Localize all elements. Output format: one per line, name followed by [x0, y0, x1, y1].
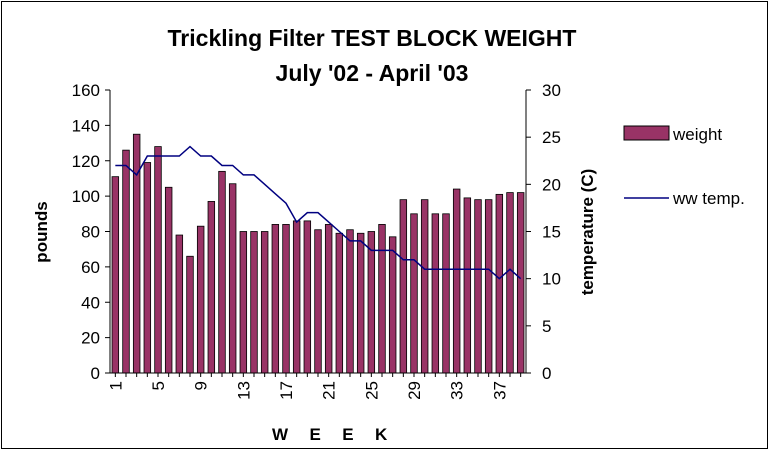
right-tick-label: 20 [542, 175, 561, 194]
bar-week-27 [388, 236, 397, 374]
x-tick-label: 5 [149, 381, 168, 390]
left-tick-label: 80 [81, 223, 100, 242]
x-axis-label: W E E K [272, 425, 391, 444]
bar-week-39 [516, 192, 525, 374]
x-tick-label: 37 [490, 381, 509, 400]
right-tick-label: 25 [542, 128, 561, 147]
bar-week-20 [314, 229, 322, 374]
left-tick-label: 20 [81, 329, 100, 348]
right-tick-label: 5 [542, 317, 551, 336]
left-tick-label: 60 [81, 258, 100, 277]
left-tick-label: 0 [91, 364, 100, 383]
bar-week-12 [228, 183, 237, 374]
bar-week-5 [154, 146, 162, 374]
y2-axis-label: temperature (C) [578, 169, 597, 296]
chart-subtitle: July '02 - April '03 [276, 60, 469, 86]
bar-week-14 [250, 231, 258, 374]
x-tick-label: 13 [234, 381, 253, 400]
right-tick-label: 10 [542, 270, 561, 289]
bar-week-29 [410, 213, 418, 374]
left-tick-label: 40 [81, 293, 100, 312]
legend-swatch-weight [623, 125, 670, 141]
chart-frame: Trickling Filter TEST BLOCK WEIGHT July … [1, 1, 768, 449]
bar-week-1 [111, 176, 120, 374]
bar-week-30 [420, 199, 429, 374]
bar-week-7 [175, 234, 184, 374]
x-tick-label: 29 [405, 381, 424, 400]
bar-week-24 [356, 232, 365, 374]
temp-line [115, 145, 522, 280]
right-tick-label: 0 [542, 364, 551, 383]
right-tick-label: 30 [542, 81, 561, 100]
left-tick-label: 140 [72, 116, 100, 135]
bar-week-17 [282, 224, 290, 374]
bar-week-22 [335, 232, 344, 374]
x-tick-label: 9 [192, 381, 211, 390]
bar-week-8 [186, 255, 194, 374]
bar-week-15 [260, 231, 269, 374]
bar-week-16 [271, 224, 280, 374]
bar-week-31 [431, 213, 440, 374]
bar-week-9 [196, 225, 205, 374]
bar-week-38 [506, 192, 514, 374]
bar-week-34 [463, 197, 472, 374]
bar-week-26 [378, 224, 386, 374]
right-tick-label: 15 [542, 223, 561, 242]
y-axis-label: pounds [32, 201, 51, 262]
x-tick-label: 25 [362, 381, 381, 400]
x-axis: 1 5 9 13 17 21 25 29 33 37 [106, 372, 526, 400]
bar-week-6 [164, 186, 173, 374]
chart-title: Trickling Filter TEST BLOCK WEIGHT [168, 25, 577, 51]
right-axis: 0 5 10 15 20 25 30 [525, 81, 561, 383]
line-series-temp [115, 145, 522, 280]
bar-week-23 [346, 229, 354, 374]
left-tick-label: 100 [72, 187, 100, 206]
left-tick-label: 120 [72, 152, 100, 171]
bar-week-32 [442, 213, 450, 374]
bar-week-13 [239, 231, 248, 374]
chart: Trickling Filter TEST BLOCK WEIGHT July … [32, 25, 745, 444]
x-tick-label: 21 [320, 381, 339, 400]
legend-label-temp: ww temp. [672, 189, 745, 208]
bar-week-2 [122, 149, 130, 374]
bar-week-21 [324, 224, 333, 374]
bar-week-37 [495, 193, 504, 374]
bar-week-25 [367, 231, 376, 374]
bar-week-10 [207, 201, 216, 374]
x-tick-label: 33 [448, 381, 467, 400]
bar-week-18 [292, 220, 301, 374]
x-tick-label: 17 [277, 381, 296, 400]
legend: weight ww temp. [623, 125, 745, 208]
legend-label-weight: weight [672, 125, 722, 144]
bar-week-36 [484, 199, 493, 374]
bar-week-11 [218, 170, 226, 374]
bar-week-35 [474, 199, 482, 374]
left-tick-label: 160 [72, 81, 100, 100]
left-axis: 0 20 40 60 80 100 120 140 160 [72, 81, 111, 383]
x-tick-label: 1 [106, 381, 125, 390]
bar-week-4 [143, 162, 152, 374]
bar-week-19 [303, 220, 312, 374]
bar-week-28 [399, 199, 408, 374]
bar-week-33 [452, 188, 461, 374]
